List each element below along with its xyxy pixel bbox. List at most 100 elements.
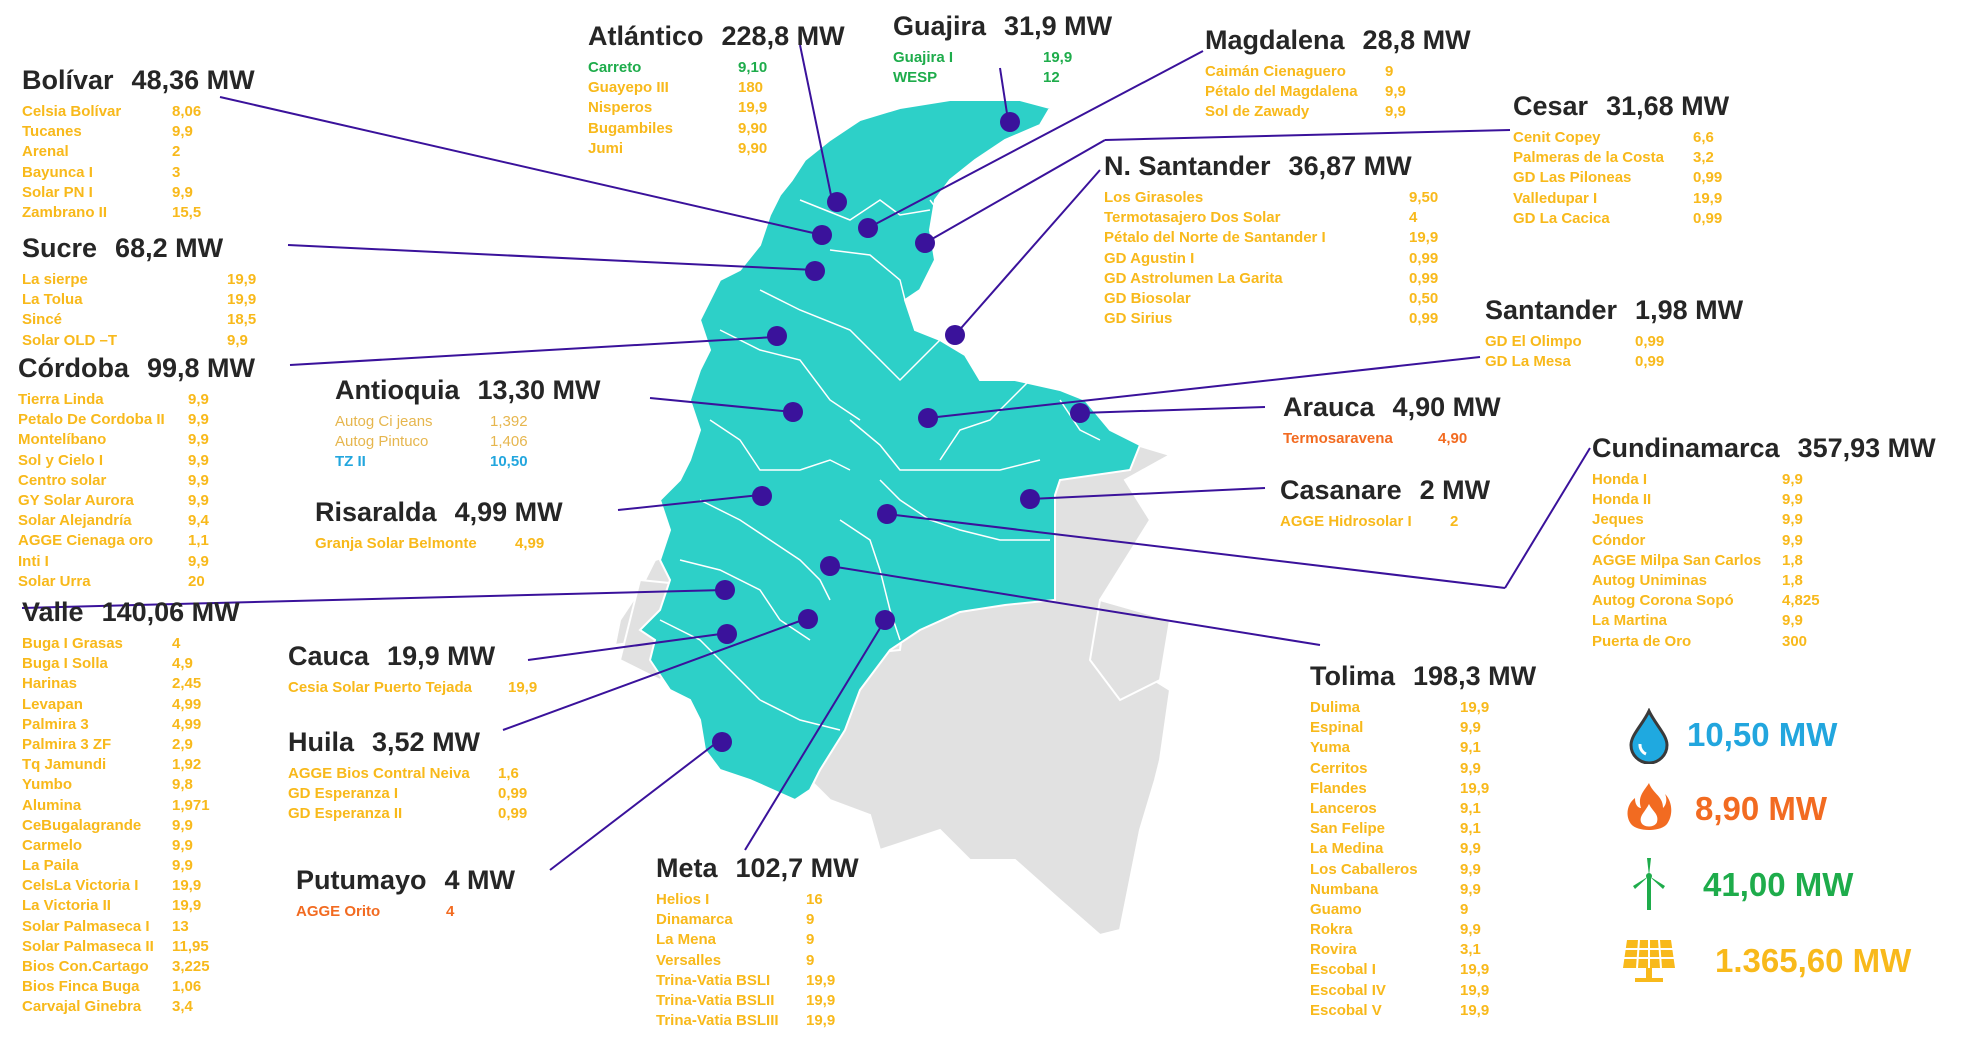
plant-name: Levapan [22,695,83,713]
dept-name: Meta [656,853,718,883]
plant-name: Autog Pintuco [335,433,429,451]
plant-row: Montelíbano 9,9 [18,430,255,450]
plant-name: La Martina [1592,612,1668,630]
dept-total: 228,8 MW [721,21,845,51]
plant-capacity: 19,9 [1460,961,1490,979]
dept-huila: Huila 3,52 MW AGGE Bios Contral Neiva 1,6 GD… [288,726,527,825]
plant-row: GD La Mesa 0,99 [1485,352,1743,372]
dept-name: N. Santander [1104,151,1271,181]
plant-capacity: 9,9 [172,123,193,141]
plant-capacity: 9,9 [1460,860,1481,878]
plant-row: Los Caballeros 9,9 [1310,860,1536,880]
plant-name: GD Esperanza II [288,805,403,823]
plant-name: Carvajal Ginebra [22,998,142,1016]
plant-capacity: 3,225 [172,958,210,975]
plant-row: Tierra Linda 9,9 [18,390,255,410]
plant-capacity: 9,9 [1460,880,1481,898]
dept-title: Huila 3,52 MW [288,726,480,758]
plant-row: Helios I 16 [656,890,859,910]
plant-capacity: 1,392 [490,413,528,430]
pin-risaralda [752,486,772,506]
legend-wind-value: 41,00 MW [1703,866,1854,903]
plant-row: Escobal IV 19,9 [1310,981,1536,1001]
plant-name: Pétalo del Norte de Santander I [1104,229,1326,247]
dept-meta: Meta 102,7 MW Helios I 16 Dinamarca 9 La Mena 9… [656,852,859,1031]
pin-meta [875,610,895,630]
plant-capacity: 9,9 [1460,840,1481,858]
plant-name: Carreto [588,59,642,76]
map-department-borders [659,199,1101,731]
plant-capacity: 4,9 [172,655,193,673]
pin-arauca [1070,403,1090,423]
plant-row: San Felipe 9,1 [1310,819,1536,839]
dept-cundinamarca: Cundinamarca 357,93 MW Honda I 9,9 Honda II 9… [1592,432,1936,652]
dept-putumayo: Putumayo 4 MW AGGE Orito 4 [296,864,515,922]
plant-name: Bios Con.Cartago [22,958,149,975]
plant-capacity: 0,99 [1693,169,1723,187]
plant-name: GD Biosolar [1104,289,1191,307]
plant-name: Cerritos [1310,759,1368,777]
dept-total: 31,68 MW [1606,91,1730,121]
plant-capacity: 9,9 [188,491,209,509]
plant-capacity: 8,06 [172,103,202,120]
plant-name: La Victoria II [22,897,111,915]
dept-total: 3,52 MW [372,727,481,757]
plant-row: Nisperos 19,9 [588,98,845,118]
plant-name: Guamo [1310,900,1362,918]
plant-capacity: 2,45 [172,675,202,693]
dept-name: Casanare [1280,475,1402,505]
plant-row: GD Biosolar 0,50 [1104,289,1438,309]
plant-name: Honda I [1592,471,1647,488]
plant-row: Bayunca I 3 [22,163,255,183]
plant-name: Carmelo [22,836,83,854]
plant-capacity: 300 [1782,632,1808,650]
plant-row: Centro solar 9,9 [18,471,255,491]
plant-name: Rovira [1310,941,1357,959]
plant-capacity: 4 [1409,209,1418,227]
plant-row: La sierpe 19,9 [22,270,256,290]
plant-name: Dulima [1310,699,1361,716]
plant-name: La Medina [1310,840,1384,858]
plant-name: Yuma [1310,739,1351,757]
plant-row: Bugambiles 9,90 [588,119,845,139]
plant-row: Sol y Cielo I 9,9 [18,451,255,471]
plant-row: CelsLa Victoria I 19,9 [22,876,240,896]
plant-row: Guayepo III 180 [588,78,845,98]
plant-list: Los Girasoles 9,50 Termotasajero Dos Solar… [1104,188,1438,329]
plant-capacity: 9,9 [188,451,209,469]
plant-capacity: 0,99 [1635,333,1665,350]
dept-name: Cauca [288,641,370,671]
dept-name: Risaralda [315,497,437,527]
plant-capacity: 9,1 [1460,799,1481,817]
plant-capacity: 0,99 [498,785,528,803]
plant-capacity: 180 [738,79,764,97]
plant-capacity: 1,06 [172,978,202,996]
plant-row: Pétalo del Norte de Santander I 19,9 [1104,228,1438,248]
pin-cordoba [767,326,787,346]
plant-row: Bios Finca Buga 1,06 [22,977,240,997]
flame-icon [1627,783,1672,830]
plant-list: AGGE Bios Contral Neiva 1,6 GD Esperanza I… [288,764,527,825]
pin-guajira [1000,112,1020,132]
plant-capacity: 1,971 [172,796,210,814]
plant-capacity: 4 [446,903,455,920]
plant-name: Granja Solar Belmonte [315,535,477,552]
plant-name: La Paila [22,857,79,875]
plant-capacity: 9,90 [738,139,768,157]
dept-cauca: Cauca 19,9 MW Cesia Solar Puerto Tejada 19,… [288,640,537,698]
plant-capacity: 15,5 [172,203,202,221]
plant-capacity: 0,99 [1409,249,1439,267]
dept-cordoba: Córdoba 99,8 MW Tierra Linda 9,9 Petalo De C… [18,352,255,592]
plant-row: Valledupar I 19,9 [1513,189,1729,209]
dept-magdalena: Magdalena 28,8 MW Caimán Cienaguero 9 Pétalo… [1205,24,1471,123]
plant-capacity: 19,9 [1460,981,1490,999]
plant-capacity: 9,9 [1460,719,1481,737]
dept-total: 4,99 MW [454,497,563,527]
dept-name: Antioquia [335,375,460,405]
plant-row: GD Las Piloneas 0,99 [1513,168,1729,188]
plant-name: Inti I [18,552,49,570]
plant-name: GD Esperanza I [288,785,399,803]
plant-capacity: 9,9 [1782,491,1803,509]
plant-capacity: 9,10 [738,59,768,76]
plant-capacity: 9,4 [188,512,209,530]
